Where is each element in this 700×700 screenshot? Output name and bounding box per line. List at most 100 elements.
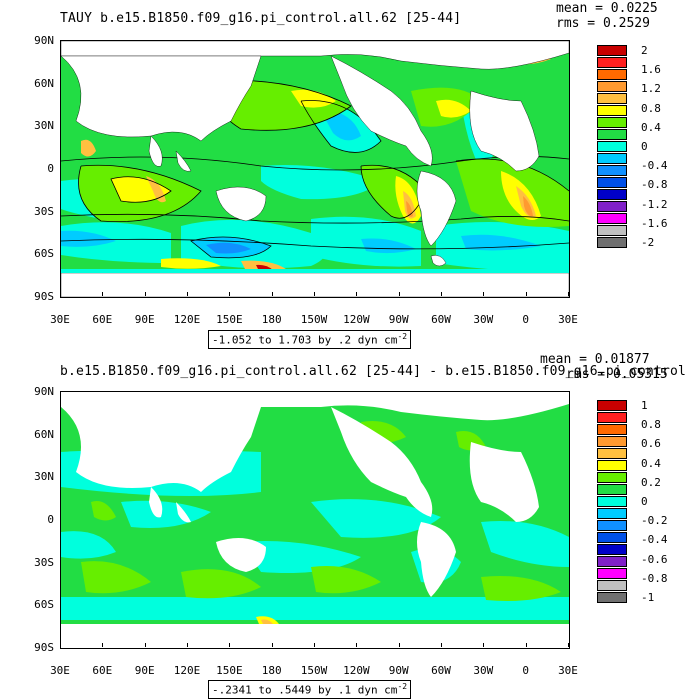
island [430, 255, 447, 267]
colorbar-label: -1.6 [641, 216, 668, 230]
colorbar-swatch [597, 237, 627, 248]
colorbar-label: 1 [641, 399, 648, 412]
band [146, 176, 166, 203]
band [206, 242, 251, 254]
lon-tick [60, 643, 61, 647]
colorbar-swatch [597, 189, 627, 200]
top-mean: mean = 0.0225 [556, 1, 658, 16]
bottom-map [60, 391, 570, 649]
patch [181, 569, 261, 599]
lon-label: 30E [558, 313, 578, 326]
lon-label: 0 [522, 664, 529, 677]
colorbar-swatch [597, 57, 627, 68]
lon-tick [102, 643, 103, 647]
colorbar-label: -0.6 [641, 552, 668, 566]
lon-label: 120E [173, 313, 201, 326]
lon-label: 60E [92, 664, 113, 677]
colorbar-swatch [597, 472, 627, 483]
asia-land [61, 407, 261, 492]
north-america-land [330, 55, 433, 167]
colorbar-swatch [597, 496, 627, 507]
bottom-rms: rms = 0.05315 [566, 367, 668, 382]
colorbar-label: 1.2 [641, 82, 661, 96]
lon-label: 90W [388, 664, 409, 677]
patch [61, 531, 116, 559]
lon-tick [145, 292, 146, 296]
lon-tick [187, 643, 188, 647]
band [436, 99, 471, 118]
australia-land [215, 186, 267, 222]
patch [481, 521, 569, 567]
colorbar-swatch [597, 105, 627, 116]
patch [311, 499, 441, 538]
lon-label: 30E [50, 664, 70, 677]
lon-label: 30W [473, 664, 494, 677]
asia-land [61, 55, 262, 142]
bottom-colorbar: 1 0.8 0.6 0.4 0.2 0 -0.2 -0.4 -0.6 -0.8 -1 [597, 399, 677, 640]
lon-label: 90E [134, 313, 155, 326]
colorbar-swatch [597, 412, 627, 423]
colorbar-swatch [597, 424, 627, 435]
colorbar-label: -0.4 [641, 159, 668, 173]
lon-tick [526, 643, 527, 647]
patch [261, 619, 273, 625]
colorbar-label: 0 [641, 495, 648, 508]
lon-tick [483, 643, 484, 647]
band [523, 196, 533, 217]
lon-label: 150W [300, 313, 328, 326]
colorbar-swatch [597, 225, 627, 236]
colorbar-label: 0.8 [641, 101, 661, 115]
lat-label: 30S [34, 556, 54, 569]
patch [61, 597, 569, 620]
lon-tick [399, 643, 400, 647]
lon-tick [145, 643, 146, 647]
lon-tick [60, 292, 61, 296]
colorbar-swatch [597, 460, 627, 471]
band [61, 230, 116, 247]
lat-label: 90N [34, 385, 54, 398]
colorbar-swatch [597, 400, 627, 411]
lon-label: 30E [558, 664, 578, 677]
lon-label: 150E [216, 313, 243, 326]
colorbar-swatch [597, 153, 627, 164]
colorbar-swatch [597, 213, 627, 224]
lat-label: 30N [34, 470, 54, 483]
arctic-land [61, 41, 569, 70]
india-land [149, 487, 163, 518]
colorbar-label: -0.4 [641, 533, 668, 547]
lon-tick [483, 292, 484, 296]
band [406, 201, 413, 217]
bottom-range-box: -.2341 to .5449 by .1 dyn cm-2 [208, 680, 412, 699]
colorbar-label: 2 [641, 44, 648, 57]
lon-label: 30W [473, 313, 494, 326]
colorbar-swatch [597, 129, 627, 140]
colorbar-swatch [597, 45, 627, 56]
band [261, 165, 381, 200]
band [81, 139, 96, 157]
lon-label: 90W [388, 313, 409, 326]
colorbar-swatch [597, 544, 627, 555]
lon-tick [229, 643, 230, 647]
colorbar-label: 0.8 [641, 418, 661, 432]
lon-tick [272, 292, 273, 296]
lon-tick [314, 643, 315, 647]
colorbar-swatch [597, 532, 627, 543]
colorbar-label: 0.6 [641, 437, 661, 451]
top-range-text: -1.052 to 1.703 by .2 dyn cm [212, 333, 398, 347]
lat-label: 90N [34, 34, 54, 47]
lat-label: 30S [34, 205, 54, 218]
bottom-panel-title: b.e15.B1850.f09_g16.pi_control.all.62 [2… [60, 364, 687, 379]
colorbar-swatch [597, 436, 627, 447]
africa-land [469, 442, 539, 522]
colorbar-label: 0.4 [641, 120, 661, 134]
colorbar-swatch [597, 592, 627, 603]
lon-label: 90E [134, 664, 155, 677]
top-map-svg [61, 41, 569, 297]
bottom-map-svg [61, 392, 569, 648]
lon-label: 60W [431, 664, 451, 677]
bottom-range-unit-exponent: -2 [397, 682, 408, 691]
colorbar-label: -0.2 [641, 514, 668, 528]
lon-label: 120W [343, 664, 370, 677]
lat-label: 0 [47, 162, 54, 175]
patch [481, 576, 561, 601]
